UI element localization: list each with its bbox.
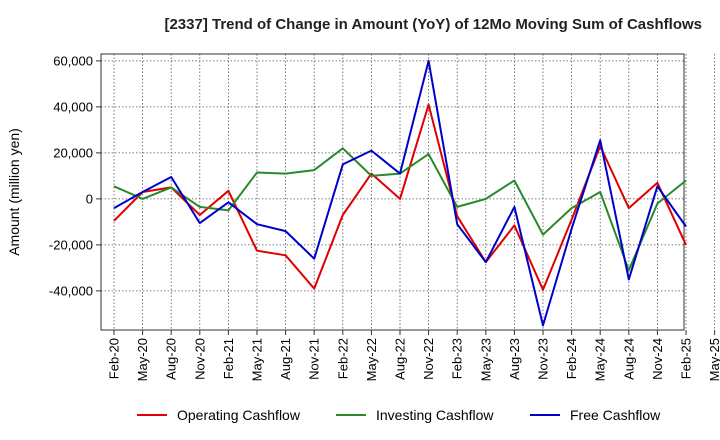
x-tick-label-3: Nov-20 (192, 338, 207, 380)
x-tick-label-7: Nov-21 (307, 338, 322, 380)
legend-label-2: Free Cashflow (570, 407, 661, 423)
chart-title: [2337] Trend of Change in Amount (YoY) o… (164, 16, 702, 33)
y-tick-label-5: -40,000 (49, 283, 93, 298)
x-tick-label-19: Nov-24 (650, 338, 665, 380)
x-tick-label-15: Nov-23 (536, 338, 551, 380)
y-axis-label: Amount (million yen) (6, 128, 22, 256)
x-tick-label-5: May-21 (250, 338, 265, 381)
x-tick-label-18: Aug-24 (621, 338, 636, 380)
series-lines (113, 59, 687, 327)
x-tick-label-1: May-20 (135, 338, 150, 381)
x-tick-label-2: Aug-20 (164, 338, 179, 380)
x-tick-label-8: Feb-22 (335, 338, 350, 379)
x-tick-label-0: Feb-20 (107, 338, 122, 379)
x-tick-label-9: May-22 (364, 338, 379, 381)
x-tick-label-12: Feb-23 (450, 338, 465, 379)
x-tick-label-20: Feb-25 (679, 338, 694, 379)
legend-label-1: Investing Cashflow (376, 407, 494, 423)
y-tick-label-4: -20,000 (49, 237, 93, 252)
x-tick-label-4: Feb-21 (221, 338, 236, 379)
x-tick-label-11: Nov-22 (421, 338, 436, 380)
y-tick-label-3: 0 (86, 191, 93, 206)
x-axis-ticks: Feb-20 May-20 Aug-20 Nov-20 Feb-21 May-21 Aug-… (107, 330, 720, 381)
y-tick-label-0: 60,000 (53, 53, 93, 68)
y-tick-label-2: 20,000 (53, 145, 93, 160)
legend: Operating Cashflow Investing Cashflow Free… (137, 407, 661, 423)
x-tick-label-10: Aug-22 (393, 338, 408, 380)
x-tick-label-17: May-24 (593, 338, 608, 381)
x-tick-label-21: May-25 (707, 338, 720, 381)
plot-frame (100, 53, 685, 331)
x-tick-label-16: Feb-24 (564, 338, 579, 379)
x-tick-label-13: May-23 (478, 338, 493, 381)
grid-lines (101, 54, 715, 330)
y-axis-ticks: 60,000 40,000 20,000 0 -20,000 -40,000 (49, 53, 101, 298)
series-line-free-cashflow (113, 59, 687, 327)
x-tick-label-14: Aug-23 (507, 338, 522, 380)
x-tick-label-6: Aug-21 (278, 338, 293, 380)
y-tick-label-1: 40,000 (53, 99, 93, 114)
legend-label-0: Operating Cashflow (177, 407, 301, 423)
